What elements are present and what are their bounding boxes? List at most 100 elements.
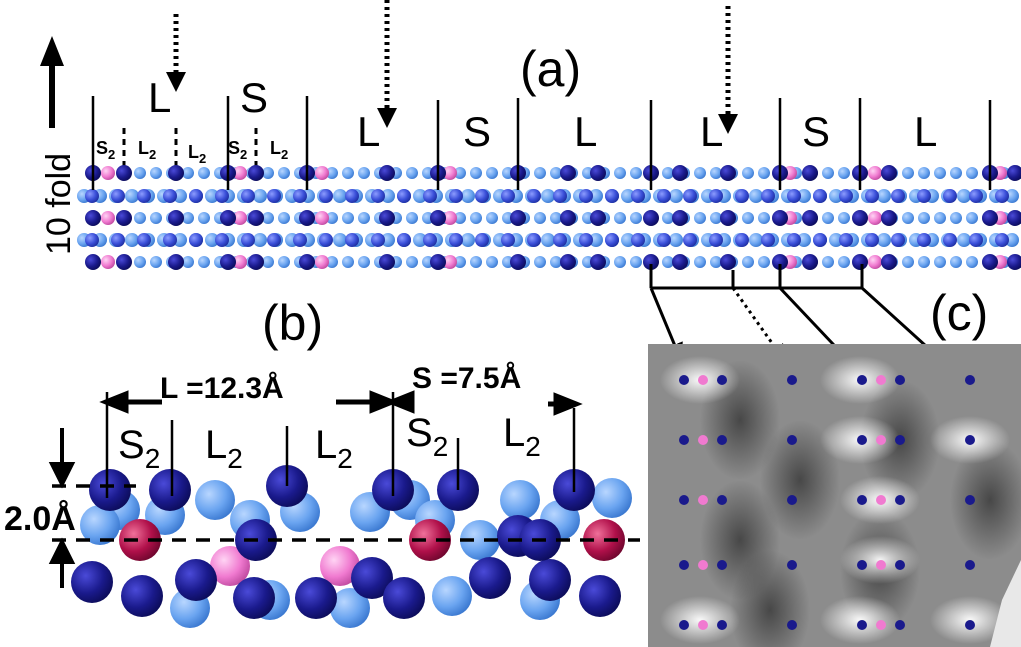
dark-atom: [1007, 210, 1021, 226]
pink-atom: [315, 166, 329, 180]
light-atom: [957, 233, 971, 247]
light-atom: [614, 167, 626, 179]
mid-atom: [605, 189, 619, 203]
mid-atom: [215, 189, 229, 203]
light-atom: [662, 212, 674, 224]
dark-atom: [590, 165, 606, 181]
mid-atom: [527, 233, 541, 247]
light-atom: [797, 233, 811, 247]
mid-atom: [475, 233, 489, 247]
mid-atom: [215, 233, 229, 247]
light-atom: [326, 212, 338, 224]
pink-atom: [443, 166, 457, 180]
boundary-lines-b: [105, 392, 576, 498]
a-sub-3: L2: [188, 142, 206, 166]
dark-atom: [720, 254, 736, 270]
stm-contrast: [950, 440, 1021, 560]
mid-atom: [111, 233, 125, 247]
dark-atom: [85, 254, 101, 270]
light-atom: [918, 167, 930, 179]
dark-atom: [720, 210, 736, 226]
mid-atom: [683, 189, 697, 203]
stm-contrast: [840, 536, 920, 584]
dark-atom: [295, 577, 337, 619]
b-sub-2: L2: [205, 423, 243, 474]
light-atom: [173, 233, 187, 247]
light-atom: [918, 256, 930, 268]
light-atom: [333, 233, 347, 247]
light-atom: [829, 189, 843, 203]
mid-atom: [735, 189, 749, 203]
light-atom: [550, 212, 562, 224]
light-atom: [125, 189, 139, 203]
dark-atom: [802, 165, 818, 181]
stm-image: [648, 344, 1021, 647]
stm-dark-atom: [717, 620, 727, 630]
stm-dark-atom: [895, 620, 905, 630]
seg-label-4: S: [463, 108, 491, 155]
dark-atom: [379, 210, 395, 226]
panel-b: (b) L =12.3Å S =7.5Å S2 L2 L2 S2 L2: [4, 295, 640, 628]
stm-dark-atom: [679, 375, 689, 385]
panel-a: 10 fold (a) L S L S L L S L S2 L2: [40, 0, 1021, 270]
mid-atom: [319, 233, 333, 247]
mid-atom: [475, 189, 489, 203]
stm-atom-overlay: [679, 375, 975, 630]
light-atom: [326, 256, 338, 268]
light-atom: [278, 212, 290, 224]
dark-atom: [383, 577, 425, 619]
dark-atom: [233, 577, 275, 619]
pink-atom: [443, 255, 457, 269]
panel-b-label: (b): [262, 295, 323, 351]
mid-atom: [839, 189, 853, 203]
mid-atom: [839, 233, 853, 247]
light-atom: [877, 233, 891, 247]
light-atom: [80, 505, 120, 545]
light-atom: [710, 212, 722, 224]
dark-atom: [351, 557, 393, 599]
light-atom: [461, 189, 475, 203]
pink-atom: [315, 255, 329, 269]
light-atom: [461, 233, 475, 247]
light-atom: [134, 256, 146, 268]
light-atom: [822, 167, 834, 179]
dark-atom: [89, 469, 131, 511]
stm-dark-atom: [857, 560, 867, 570]
light-atom: [630, 212, 642, 224]
light-atom: [454, 212, 466, 224]
stm-dark-atom: [965, 375, 975, 385]
pink-atom: [868, 211, 882, 225]
light-atom: [262, 167, 274, 179]
stm-dark-atom: [965, 560, 975, 570]
dark-atom: [672, 210, 688, 226]
stm-dark-atom: [679, 560, 689, 570]
dark-atom: [720, 165, 736, 181]
light-atom: [902, 256, 914, 268]
stm-dark-atom: [787, 620, 797, 630]
stm-pink-atom: [876, 495, 886, 505]
dark-atom: [881, 254, 897, 270]
stm-dark-atom: [857, 435, 867, 445]
light-atom: [454, 256, 466, 268]
light-atom: [358, 256, 370, 268]
mid-atom: [293, 233, 307, 247]
dark-atom: [1007, 254, 1021, 270]
mid-atom: [891, 189, 905, 203]
light-atom: [342, 212, 354, 224]
light-atom: [253, 189, 267, 203]
a-sub-1: S2: [96, 138, 115, 162]
mid-atom: [917, 189, 931, 203]
light-atom: [710, 256, 722, 268]
pink-atom: [443, 211, 457, 225]
mid-atom: [631, 189, 645, 203]
mid-atom: [423, 233, 437, 247]
dark-atom: [560, 210, 576, 226]
atom-band: [77, 165, 1021, 270]
light-atom: [630, 256, 642, 268]
mid-atom: [241, 233, 255, 247]
stm-dark-atom: [895, 560, 905, 570]
light-atom: [749, 233, 763, 247]
seg-label-3: L: [357, 108, 380, 155]
mid-atom: [163, 233, 177, 247]
pink-atom: [868, 255, 882, 269]
